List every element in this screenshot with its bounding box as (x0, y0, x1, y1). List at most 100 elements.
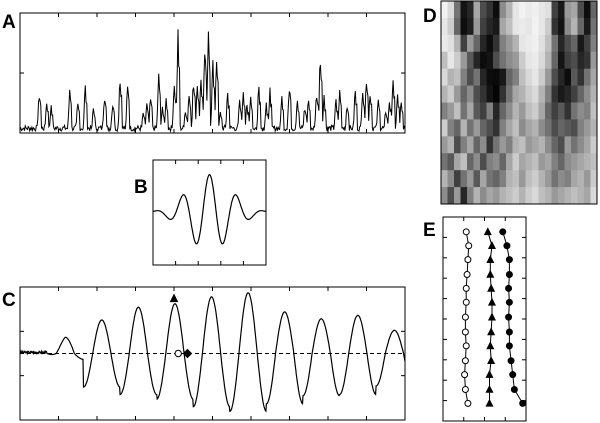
heatmap-cell (551, 170, 559, 188)
heatmap-cell (564, 34, 572, 53)
heatmap-cell (584, 34, 591, 53)
heatmap-cell (551, 153, 559, 171)
heatmap-cell (551, 136, 559, 154)
panel-e-point (505, 270, 513, 278)
heatmap-cell (493, 170, 500, 188)
heatmap-cell (486, 170, 494, 188)
heatmap-cell (571, 85, 578, 103)
heatmap-cell (558, 170, 565, 188)
heatmap-cell (441, 17, 448, 36)
heatmap-cell (519, 85, 526, 103)
heatmap-cell (473, 136, 481, 154)
heatmap-cell (447, 1, 455, 19)
panel-e-point (462, 342, 470, 350)
heatmap-cell (532, 51, 539, 70)
panel-e-point (503, 242, 511, 250)
heatmap-cell (441, 51, 448, 70)
panel-e-point (487, 241, 496, 250)
heatmap-cell (447, 170, 455, 188)
panel-b-waveform (152, 174, 267, 245)
panel-e-point (486, 341, 495, 350)
heatmap-cell (447, 102, 455, 120)
heatmap-cell (525, 136, 533, 154)
heatmap-cell (486, 85, 494, 103)
heatmap-cell (467, 119, 474, 137)
heatmap-cell (512, 170, 520, 188)
heatmap-cell (454, 170, 461, 188)
heatmap-cell (525, 1, 533, 19)
heatmap-cell (538, 187, 546, 205)
heatmap-cell (467, 51, 474, 70)
heatmap-cell (538, 153, 546, 171)
panel-e-point (505, 298, 513, 306)
heatmap-cell (499, 68, 507, 86)
panel-e-point (483, 227, 492, 236)
heatmap-cell (584, 153, 591, 171)
heatmap-cell (447, 85, 455, 103)
heatmap-cell (480, 187, 487, 205)
panel-a-trace (19, 29, 406, 134)
heatmap-cell (538, 85, 546, 103)
heatmap-cell (538, 1, 546, 19)
heatmap-cell (493, 1, 500, 19)
heatmap-cell (480, 85, 487, 103)
heatmap-cell (564, 68, 572, 86)
heatmap-cell (571, 102, 578, 120)
heatmap-cell (460, 102, 468, 120)
heatmap-cell (447, 153, 455, 171)
heatmap-cell (532, 1, 539, 19)
heatmap-cell (467, 17, 474, 36)
heatmap-cell (454, 136, 461, 154)
heatmap-cell (525, 119, 533, 137)
heatmap-cell (467, 187, 474, 205)
heatmap-cell (558, 187, 565, 205)
heatmap-cell (512, 34, 520, 53)
heatmap-cell (512, 153, 520, 171)
heatmap-cell (519, 170, 526, 188)
heatmap-cell (480, 119, 487, 137)
heatmap-cell (538, 102, 546, 120)
panel-e-point (486, 269, 495, 278)
panel-e-point (507, 357, 515, 365)
heatmap-cell (577, 17, 585, 36)
heatmap-cell (460, 170, 468, 188)
panel-c-oscillation-plot (19, 286, 406, 421)
panel-e-point (461, 357, 469, 365)
heatmap-cell (493, 51, 500, 70)
heatmap-cell (441, 170, 448, 188)
heatmap-cell (532, 102, 539, 120)
heatmap-cell (512, 102, 520, 120)
panel-c-marker-circle (174, 349, 182, 358)
heatmap-cell (571, 136, 578, 154)
heatmap-cell (486, 102, 494, 120)
heatmap-cell (499, 153, 507, 171)
heatmap-cell (545, 34, 552, 53)
panel-e-marker-plot (442, 216, 527, 422)
heatmap-cell (499, 187, 507, 205)
heatmap-cell (564, 1, 572, 19)
heatmap-cell (558, 102, 565, 120)
panel-e-point (462, 298, 470, 306)
heatmap-cell (584, 68, 591, 86)
heatmap-cell (532, 153, 539, 171)
heatmap-cell (558, 119, 565, 137)
heatmap-cell (525, 68, 533, 86)
heatmap-cell (564, 187, 572, 205)
heatmap-cell (506, 1, 513, 19)
heatmap-cell (564, 170, 572, 188)
heatmap-cell (473, 187, 481, 205)
heatmap-cell (519, 1, 526, 19)
heatmap-cell (467, 68, 474, 86)
heatmap-cell (577, 68, 585, 86)
heatmap-cell (480, 68, 487, 86)
heatmap-cell (519, 136, 526, 154)
heatmap-cell (473, 170, 481, 188)
panel-e-point (519, 399, 527, 407)
heatmap-cell (473, 102, 481, 120)
panel-e-point (487, 297, 496, 306)
heatmap-cell (532, 136, 539, 154)
panel-e-point (510, 385, 518, 393)
heatmap-cell (584, 170, 591, 188)
heatmap-cell (564, 102, 572, 120)
heatmap-cell (486, 34, 494, 53)
